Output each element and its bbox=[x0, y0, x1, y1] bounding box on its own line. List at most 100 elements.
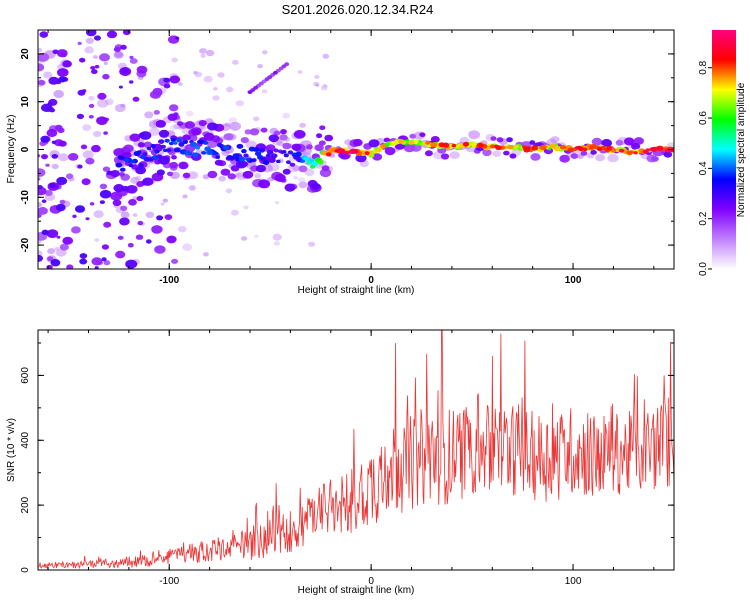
spectrogram-cell bbox=[289, 162, 296, 167]
spectrogram-cell bbox=[169, 104, 179, 112]
spectrogram-cell bbox=[194, 145, 201, 150]
spectrogram-cell bbox=[113, 148, 125, 157]
spectrogram-cell bbox=[135, 234, 144, 240]
spectrogram-cell bbox=[232, 59, 239, 65]
spectrogram-cell bbox=[212, 95, 220, 101]
spectrogram-cell bbox=[102, 166, 111, 172]
spectrogram-cell bbox=[231, 209, 239, 216]
spectrogram-cell bbox=[84, 46, 94, 54]
spectrogram-cell bbox=[651, 156, 659, 162]
spectrogram-cell bbox=[268, 134, 279, 143]
snr-y-axis: 0 200 400 600 bbox=[20, 342, 674, 573]
spectrogram-cell bbox=[153, 110, 160, 115]
spectrogram-cell bbox=[319, 125, 326, 130]
colorbar-tick-label: 0.0 bbox=[698, 262, 709, 276]
spectrogram-cell bbox=[38, 154, 41, 158]
spectrogram-cell bbox=[167, 171, 174, 177]
spectrogram-cell bbox=[574, 146, 580, 150]
spectrogram-cell bbox=[451, 143, 457, 148]
spectrogram-cell bbox=[531, 145, 539, 151]
spectrogram-cell bbox=[56, 49, 68, 58]
spectrogram-cell bbox=[282, 112, 291, 119]
spectrogram-cell bbox=[226, 86, 234, 93]
spectrogram-cell bbox=[92, 55, 98, 59]
spectrogram-cell bbox=[162, 148, 168, 153]
spectrogram-cell bbox=[596, 146, 603, 151]
spectrogram-cell bbox=[91, 257, 103, 266]
spectrogram-cell bbox=[618, 148, 625, 153]
spectrogram-cell bbox=[306, 160, 312, 165]
spectrogram-cell bbox=[489, 144, 495, 149]
spectrogram-cell bbox=[38, 52, 50, 62]
spectrogram-cell bbox=[559, 154, 570, 163]
spectrogram-cell bbox=[274, 200, 280, 205]
spectrogram-cell bbox=[162, 198, 168, 203]
spectrogram-cell bbox=[166, 148, 172, 152]
spectrogram-cell bbox=[247, 90, 253, 94]
spectrogram-cell bbox=[106, 170, 113, 176]
y-tick-label: 10 bbox=[20, 96, 31, 108]
spectrogram-cell bbox=[117, 235, 124, 240]
spectrogram-cell bbox=[235, 100, 245, 107]
spectrogram-cell bbox=[578, 146, 585, 152]
x-tick-label: -100 bbox=[159, 275, 179, 286]
spectrogram-cell bbox=[198, 120, 207, 127]
spectrogram-cell bbox=[99, 53, 110, 62]
spectrogram-cell bbox=[207, 170, 218, 179]
spectrogram-cell bbox=[132, 213, 138, 217]
spectrogram-cell bbox=[203, 75, 213, 83]
spectrogram-cell bbox=[276, 159, 281, 164]
colorbar-tick-label: 0.8 bbox=[698, 60, 709, 74]
spectrogram-cell bbox=[190, 141, 197, 147]
spectrogram-cell bbox=[151, 155, 159, 161]
spectrogram-cell bbox=[607, 153, 619, 163]
spectrogram-cell bbox=[496, 137, 504, 143]
spectrogram-cell bbox=[38, 168, 46, 177]
spectrogram-cell bbox=[103, 131, 108, 135]
spectrogram-cell bbox=[99, 189, 112, 199]
spectrogram-cell bbox=[93, 210, 104, 219]
spectrogram-cell bbox=[129, 80, 134, 84]
spectrogram-cell bbox=[340, 148, 346, 153]
spectrogram-cell bbox=[207, 122, 218, 131]
spectrogram-cell bbox=[146, 146, 152, 151]
spectrogram-cell bbox=[303, 156, 310, 161]
spectrogram-cell bbox=[311, 182, 321, 190]
spectrogram-cell bbox=[325, 152, 332, 157]
spectrogram-cell bbox=[184, 121, 195, 129]
spectrogram-cell bbox=[389, 140, 397, 147]
spectrogram-cell bbox=[633, 137, 645, 145]
spectrogram-cell bbox=[471, 143, 477, 148]
spectrogram-cell bbox=[48, 76, 60, 85]
spectrogram-cell bbox=[137, 220, 144, 226]
spectrogram-cell bbox=[601, 139, 613, 148]
spectrogram-cell bbox=[313, 81, 320, 87]
spectrogram-cell bbox=[102, 73, 110, 80]
spectrogram-cell bbox=[419, 132, 426, 137]
spectrogram-cell bbox=[192, 129, 201, 136]
spectrogram-cell bbox=[97, 99, 109, 108]
spectrogram-cell bbox=[314, 144, 324, 152]
spectrogram-cell bbox=[344, 150, 350, 155]
spectrogram-cell bbox=[57, 127, 65, 134]
spectrogram-cell bbox=[94, 35, 101, 41]
spectrogram-cell bbox=[285, 160, 291, 165]
spectrogram-cell bbox=[154, 245, 166, 254]
spectrogram-cell bbox=[623, 137, 635, 146]
spectrogram-cell bbox=[171, 155, 177, 160]
spectrogram-cell bbox=[51, 154, 59, 159]
spectrogram-cell bbox=[615, 139, 624, 146]
spectrogram-cell bbox=[51, 163, 59, 170]
spectrogram-cell bbox=[79, 57, 86, 63]
spectrogram-cell bbox=[614, 148, 621, 153]
spectrogram-cell bbox=[52, 49, 59, 55]
spectrogram-cell bbox=[150, 143, 156, 148]
spectrogram-cell bbox=[398, 139, 405, 144]
spectrogram-cell bbox=[171, 258, 179, 264]
y-tick-label: 20 bbox=[20, 48, 31, 60]
spectrogram-cell bbox=[45, 163, 50, 167]
spectrogram-cell bbox=[51, 140, 57, 144]
spectrogram-cell bbox=[103, 221, 112, 228]
spectrogram-cell bbox=[136, 150, 142, 154]
spectrogram-cell bbox=[38, 47, 43, 53]
